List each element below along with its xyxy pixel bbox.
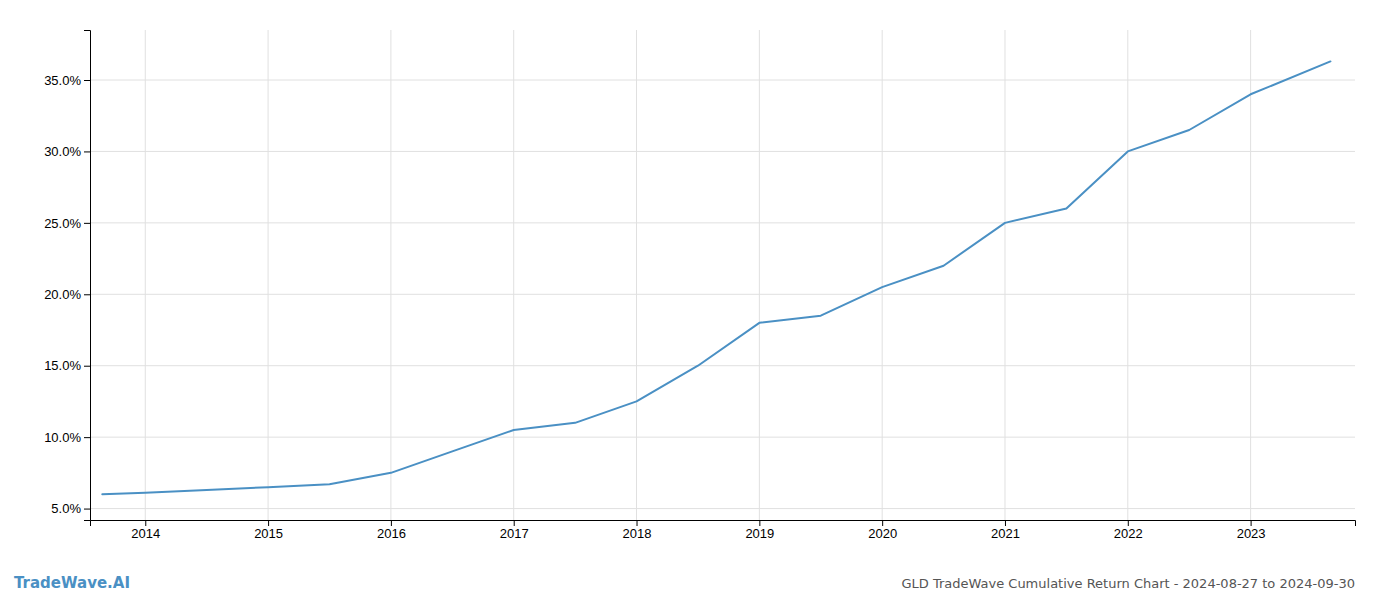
x-tick: 2019: [745, 520, 774, 541]
y-tick-label: 35.0%: [44, 73, 81, 88]
grid-line-y: [90, 151, 1355, 152]
y-tick: 35.0%: [44, 73, 90, 88]
y-tick: 30.0%: [44, 144, 90, 159]
grid-line-x: [1127, 30, 1128, 520]
line: [102, 61, 1330, 494]
grid-line-x: [759, 30, 760, 520]
x-tick-label: 2023: [1237, 526, 1266, 541]
y-tick-label: 20.0%: [44, 287, 81, 302]
y-tick: 20.0%: [44, 287, 90, 302]
x-tick: 2016: [377, 520, 406, 541]
x-tick-mark: [1005, 520, 1006, 526]
x-tick-mark: [391, 520, 392, 526]
x-tick-label: 2022: [1114, 526, 1143, 541]
x-tick-mark: [1128, 520, 1129, 526]
x-tick-label: 2021: [991, 526, 1020, 541]
plot-area: [102, 61, 1330, 494]
x-tick: 2014: [131, 520, 160, 541]
x-tick-mark: [882, 520, 883, 526]
chart: 2014 2015 2016 2017 2018 2019 2020 2021 2022 2023…: [0, 0, 1400, 600]
grid-line-x: [1250, 30, 1251, 520]
y-tick: 10.0%: [44, 430, 90, 445]
x-tick-mark: [1251, 520, 1252, 526]
y-tick-mark: [84, 80, 90, 81]
grid-line-y: [90, 365, 1355, 366]
grid: [90, 30, 1355, 520]
x-tick-label: 2016: [377, 526, 406, 541]
y-tick: 5.0%: [51, 501, 90, 516]
y-tick-mark: [84, 294, 90, 295]
x-tick-label: 2015: [254, 526, 283, 541]
grid-line-y: [90, 80, 1355, 81]
x-tick-mark: [514, 520, 515, 526]
y-tick-label: 10.0%: [44, 430, 81, 445]
x-tick-label: 2017: [500, 526, 529, 541]
y-tick-label: 15.0%: [44, 358, 81, 373]
x-tick-mark: [759, 520, 760, 526]
grid-line-x: [636, 30, 637, 520]
x-tick: 2020: [868, 520, 897, 541]
grid-line-x: [390, 30, 391, 520]
x-tick-label: 2018: [623, 526, 652, 541]
x-tick: 2018: [623, 520, 652, 541]
y-tick-mark: [84, 151, 90, 152]
grid-line-y: [90, 294, 1355, 295]
watermark: TradeWave.AI: [14, 574, 130, 592]
grid-line-y: [90, 437, 1355, 438]
y-tick-mark: [84, 366, 90, 367]
grid-line-x: [145, 30, 146, 520]
y-tick: 25.0%: [44, 216, 90, 231]
x-tick: 2023: [1237, 520, 1266, 541]
y-axis: 5.0% 10.0% 15.0% 20.0% 25.0% 30.0% 35.0%: [44, 31, 90, 521]
grid-line-x: [268, 30, 269, 520]
y-tick-label: 5.0%: [51, 501, 81, 516]
x-tick-label: 2020: [868, 526, 897, 541]
y-tick-mark: [84, 437, 90, 438]
grid-line-y: [90, 222, 1355, 223]
y-tick-mark: [84, 509, 90, 510]
x-axis-line: [91, 521, 1356, 527]
y-tick-label: 30.0%: [44, 144, 81, 159]
y-tick-mark: [84, 223, 90, 224]
x-tick-label: 2014: [131, 526, 160, 541]
x-tick-mark: [145, 520, 146, 526]
x-tick-mark: [268, 520, 269, 526]
y-tick: 15.0%: [44, 358, 90, 373]
grid-line-y: [90, 508, 1355, 509]
x-axis: 2014 2015 2016 2017 2018 2019 2020 2021 2022 2023: [91, 520, 1356, 541]
x-tick: 2021: [991, 520, 1020, 541]
x-tick: 2015: [254, 520, 283, 541]
title: GLD TradeWave Cumulative Return Chart - …: [901, 576, 1355, 591]
grid-line-x: [513, 30, 514, 520]
x-tick: 2022: [1114, 520, 1143, 541]
grid-line-x: [1004, 30, 1005, 520]
y-axis-line: [84, 31, 91, 521]
x-tick-label: 2019: [745, 526, 774, 541]
y-tick-label: 25.0%: [44, 216, 81, 231]
x-tick-mark: [637, 520, 638, 526]
grid-line-x: [882, 30, 883, 520]
x-tick: 2017: [500, 520, 529, 541]
